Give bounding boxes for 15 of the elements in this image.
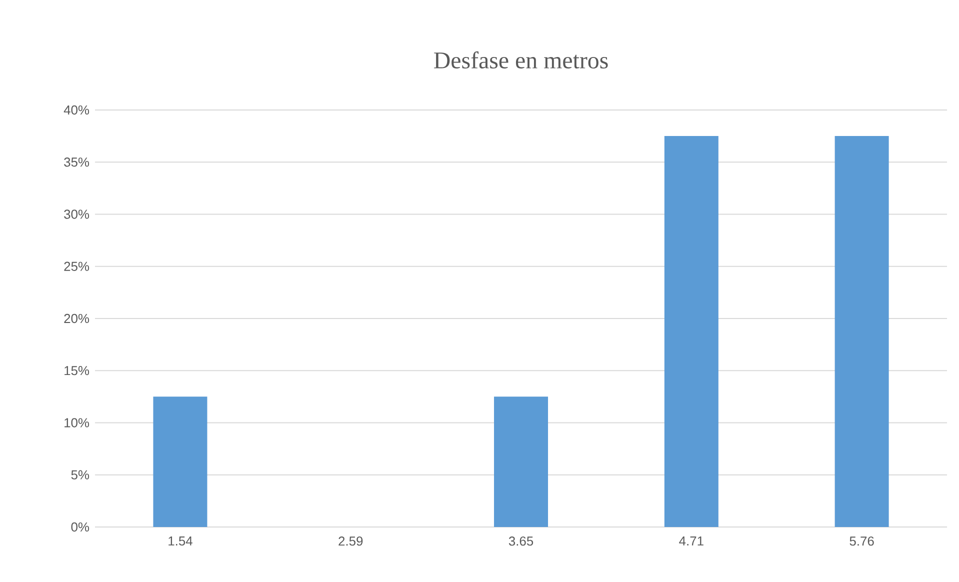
- y-tick-label: 40%: [64, 105, 90, 115]
- x-tick-label: 1.54: [168, 536, 192, 546]
- x-tick-label: 2.59: [338, 536, 363, 546]
- y-tick-label: 35%: [64, 158, 90, 167]
- y-tick-label: 15%: [64, 366, 90, 376]
- y-tick-label: 20%: [64, 314, 90, 324]
- y-tick-label: 10%: [64, 418, 90, 428]
- chart-title: Desfase en metros: [434, 51, 608, 68]
- x-tick-label: 4.71: [679, 536, 704, 546]
- y-tick-label: 25%: [64, 262, 90, 271]
- x-tick-label: 5.76: [850, 536, 874, 546]
- y-tick-label: 0%: [71, 522, 90, 532]
- x-tick-label: 3.65: [508, 536, 534, 546]
- y-tick-label: 5%: [71, 470, 90, 480]
- y-tick-label: 30%: [64, 210, 90, 219]
